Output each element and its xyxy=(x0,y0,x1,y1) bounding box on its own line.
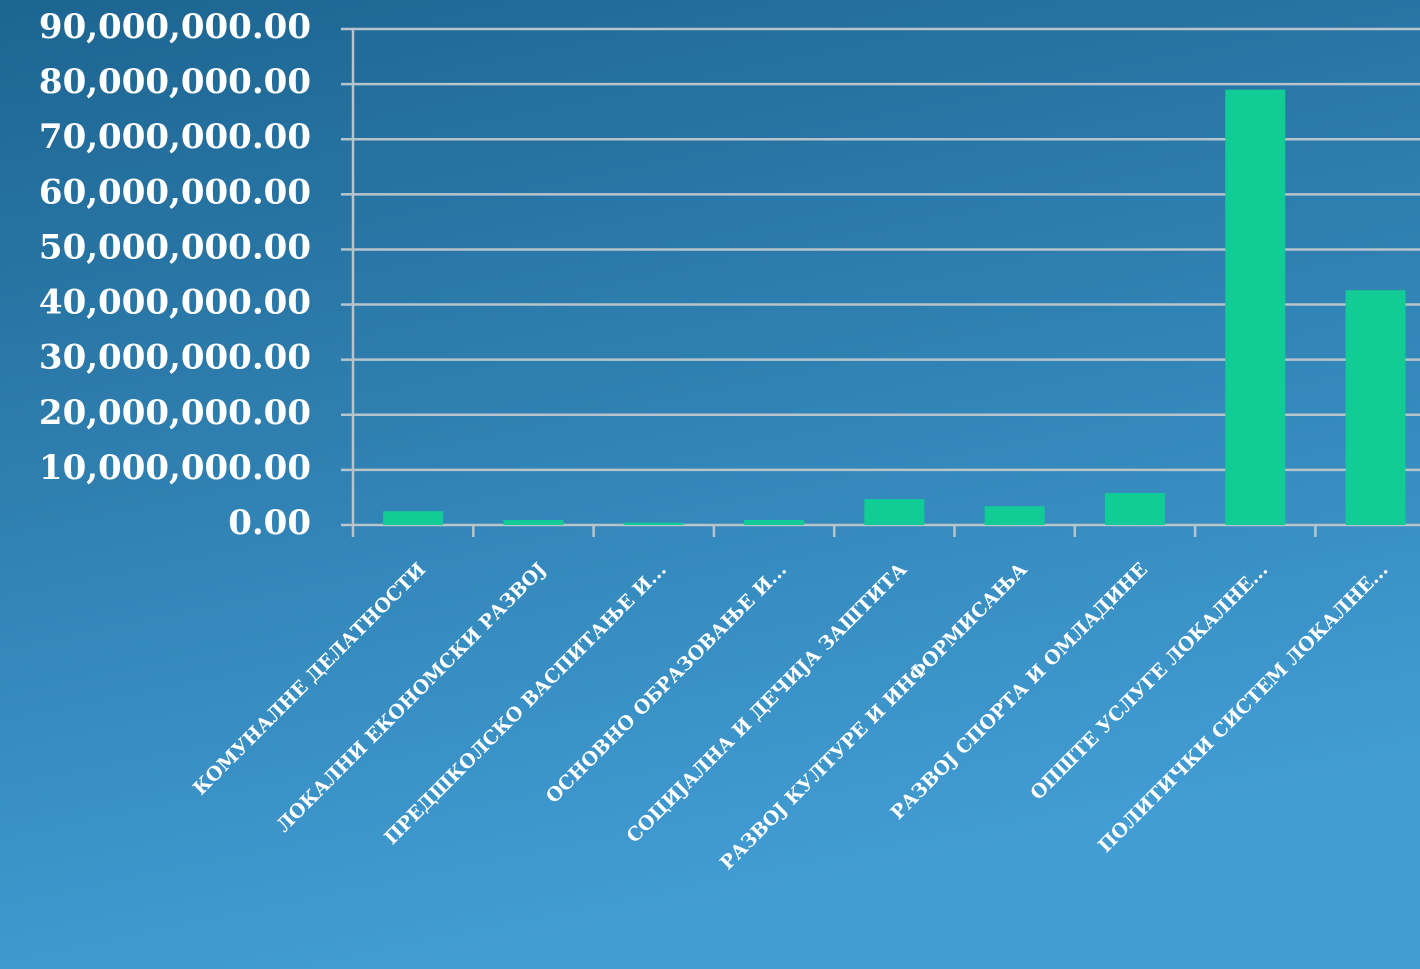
bar xyxy=(623,522,684,525)
bar xyxy=(984,506,1045,525)
y-tick-label: 0.00 xyxy=(228,503,311,543)
bar xyxy=(864,499,925,525)
y-tick-label: 60,000,000.00 xyxy=(39,172,311,212)
y-tick-label: 80,000,000.00 xyxy=(39,62,311,102)
y-tick-label: 20,000,000.00 xyxy=(39,393,311,433)
y-tick-label: 30,000,000.00 xyxy=(39,338,311,378)
y-tick-label: 10,000,000.00 xyxy=(39,448,311,488)
y-tick-label: 90,000,000.00 xyxy=(39,7,311,47)
y-tick-label: 50,000,000.00 xyxy=(39,227,311,267)
bar xyxy=(744,520,805,525)
bar xyxy=(1345,290,1406,525)
bar xyxy=(1225,89,1286,525)
y-tick-label: 70,000,000.00 xyxy=(39,117,311,157)
bar xyxy=(1104,493,1165,525)
bar xyxy=(503,520,564,525)
y-tick-label: 40,000,000.00 xyxy=(39,283,311,323)
bar xyxy=(383,511,444,525)
